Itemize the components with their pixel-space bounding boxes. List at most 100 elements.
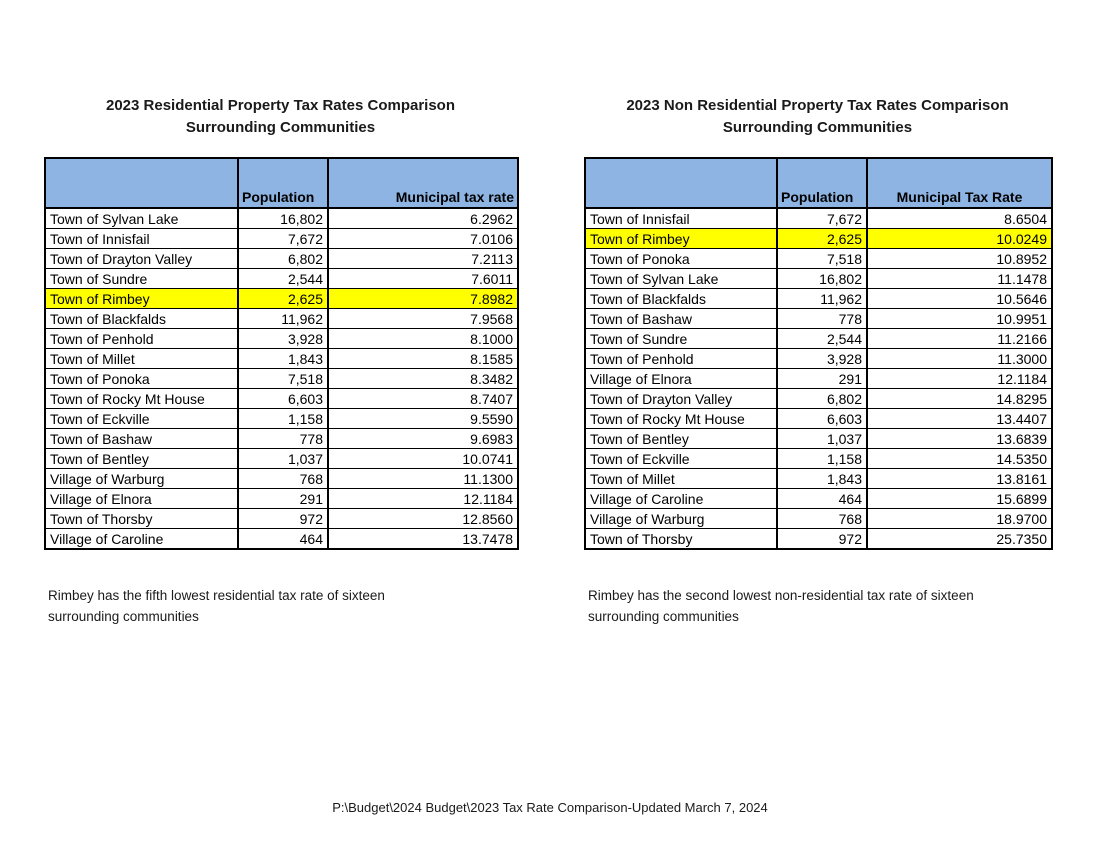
population-cell: 778	[237, 428, 329, 449]
tax-rate-cell: 8.1000	[327, 328, 519, 349]
tax-rate-cell: 13.6839	[866, 428, 1053, 449]
population-cell: 291	[776, 368, 868, 389]
population-cell: 464	[776, 488, 868, 509]
table-row: Town of Rimbey 2,625 10.0249	[584, 228, 1053, 249]
tax-rate-cell: 8.7407	[327, 388, 519, 409]
tax-rate-cell: 14.8295	[866, 388, 1053, 409]
population-cell: 291	[237, 488, 329, 509]
community-name-cell: Town of Bashaw	[44, 428, 239, 449]
table-row: Town of Ponoka 7,518 8.3482	[44, 368, 519, 389]
tax-rate-cell: 13.7478	[327, 528, 519, 550]
residential-header-rate: Municipal tax rate	[327, 158, 519, 209]
community-name-cell: Town of Ponoka	[44, 368, 239, 389]
table-row: Town of Thorsby 972 25.7350	[584, 528, 1053, 550]
tax-rate-cell: 7.8982	[327, 288, 519, 309]
community-name-cell: Town of Eckville	[44, 408, 239, 429]
tax-rate-cell: 18.9700	[866, 508, 1053, 529]
population-cell: 464	[237, 528, 329, 550]
tax-rate-cell: 11.3000	[866, 348, 1053, 369]
community-name-cell: Village of Elnora	[584, 368, 778, 389]
population-cell: 6,603	[776, 408, 868, 429]
nonresidential-note: Rimbey has the second lowest non-residen…	[588, 585, 1068, 627]
community-name-cell: Town of Blackfalds	[44, 308, 239, 329]
table-row: Town of Sundre 2,544 11.2166	[584, 328, 1053, 349]
tax-rate-cell: 10.0741	[327, 448, 519, 469]
table-row: Town of Thorsby 972 12.8560	[44, 508, 519, 529]
tax-rate-cell: 25.7350	[866, 528, 1053, 550]
table-row: Town of Bentley 1,037 10.0741	[44, 448, 519, 469]
tax-rate-cell: 8.6504	[866, 207, 1053, 229]
population-cell: 768	[776, 508, 868, 529]
population-cell: 778	[776, 308, 868, 329]
table-row: Village of Elnora 291 12.1184	[44, 488, 519, 509]
table-row: Village of Caroline 464 15.6899	[584, 488, 1053, 509]
tax-rate-cell: 10.8952	[866, 248, 1053, 269]
population-cell: 1,843	[237, 348, 329, 369]
nonresidential-table-title: 2023 Non Residential Property Tax Rates …	[584, 95, 1051, 139]
tax-rate-cell: 11.2166	[866, 328, 1053, 349]
community-name-cell: Town of Penhold	[44, 328, 239, 349]
table-row: Town of Sundre 2,544 7.6011	[44, 268, 519, 289]
tax-rate-cell: 13.4407	[866, 408, 1053, 429]
table-row: Town of Blackfalds 11,962 7.9568	[44, 308, 519, 329]
table-row: Town of Bentley 1,037 13.6839	[584, 428, 1053, 449]
table-row: Town of Ponoka 7,518 10.8952	[584, 248, 1053, 269]
tax-rate-cell: 15.6899	[866, 488, 1053, 509]
nonresidential-note-line2: surrounding communities	[588, 609, 739, 624]
table-row: Town of Rocky Mt House 6,603 13.4407	[584, 408, 1053, 429]
tax-rate-cell: 10.9951	[866, 308, 1053, 329]
tax-rate-cell: 13.8161	[866, 468, 1053, 489]
population-cell: 768	[237, 468, 329, 489]
nonresidential-header-rate: Municipal Tax Rate	[866, 158, 1053, 209]
community-name-cell: Town of Bentley	[44, 448, 239, 469]
community-name-cell: Town of Sundre	[44, 268, 239, 289]
community-name-cell: Town of Ponoka	[584, 248, 778, 269]
community-name-cell: Town of Drayton Valley	[44, 248, 239, 269]
table-row: Town of Sylvan Lake 16,802 6.2962	[44, 207, 519, 229]
community-name-cell: Town of Eckville	[584, 448, 778, 469]
table-row: Village of Elnora 291 12.1184	[584, 368, 1053, 389]
population-cell: 16,802	[776, 268, 868, 289]
tax-rate-cell: 6.2962	[327, 207, 519, 229]
tax-rate-cell: 12.1184	[866, 368, 1053, 389]
table-row: Town of Innisfail 7,672 7.0106	[44, 228, 519, 249]
table-row: Village of Caroline 464 13.7478	[44, 528, 519, 550]
residential-header-row: Population Municipal tax rate	[44, 158, 519, 209]
nonresidential-note-line1: Rimbey has the second lowest non-residen…	[588, 588, 974, 603]
community-name-cell: Village of Warburg	[584, 508, 778, 529]
tax-rate-cell: 11.1300	[327, 468, 519, 489]
table-row: Town of Bashaw 778 10.9951	[584, 308, 1053, 329]
population-cell: 7,672	[237, 228, 329, 249]
population-cell: 7,518	[776, 248, 868, 269]
residential-title-line1: 2023 Residential Property Tax Rates Comp…	[105, 97, 455, 114]
residential-table-title: 2023 Residential Property Tax Rates Comp…	[44, 95, 517, 139]
community-name-cell: Town of Rocky Mt House	[584, 408, 778, 429]
residential-note-line1: Rimbey has the fifth lowest residential …	[48, 588, 385, 603]
population-cell: 972	[776, 528, 868, 550]
population-cell: 6,802	[776, 388, 868, 409]
table-row: Town of Bashaw 778 9.6983	[44, 428, 519, 449]
tax-rate-cell: 12.8560	[327, 508, 519, 529]
population-cell: 11,962	[237, 308, 329, 329]
tax-rate-cell: 11.1478	[866, 268, 1053, 289]
table-row: Town of Drayton Valley 6,802 14.8295	[584, 388, 1053, 409]
table-row: Town of Rimbey 2,625 7.8982	[44, 288, 519, 309]
population-cell: 6,603	[237, 388, 329, 409]
tax-rate-cell: 12.1184	[327, 488, 519, 509]
table-row: Town of Millet 1,843 8.1585	[44, 348, 519, 369]
community-name-cell: Town of Bashaw	[584, 308, 778, 329]
nonresidential-header-population: Population	[776, 158, 868, 209]
table-row: Town of Penhold 3,928 8.1000	[44, 328, 519, 349]
population-cell: 1,037	[237, 448, 329, 469]
residential-header-blank	[44, 158, 239, 209]
table-row: Village of Warburg 768 18.9700	[584, 508, 1053, 529]
community-name-cell: Village of Warburg	[44, 468, 239, 489]
community-name-cell: Town of Penhold	[584, 348, 778, 369]
population-cell: 2,625	[776, 228, 868, 249]
nonresidential-title-line1: 2023 Non Residential Property Tax Rates …	[626, 97, 1009, 114]
population-cell: 1,158	[776, 448, 868, 469]
residential-title-line2: Surrounding Communities	[185, 119, 376, 136]
tax-rate-cell: 8.1585	[327, 348, 519, 369]
nonresidential-header-blank	[584, 158, 778, 209]
population-cell: 7,672	[776, 207, 868, 229]
